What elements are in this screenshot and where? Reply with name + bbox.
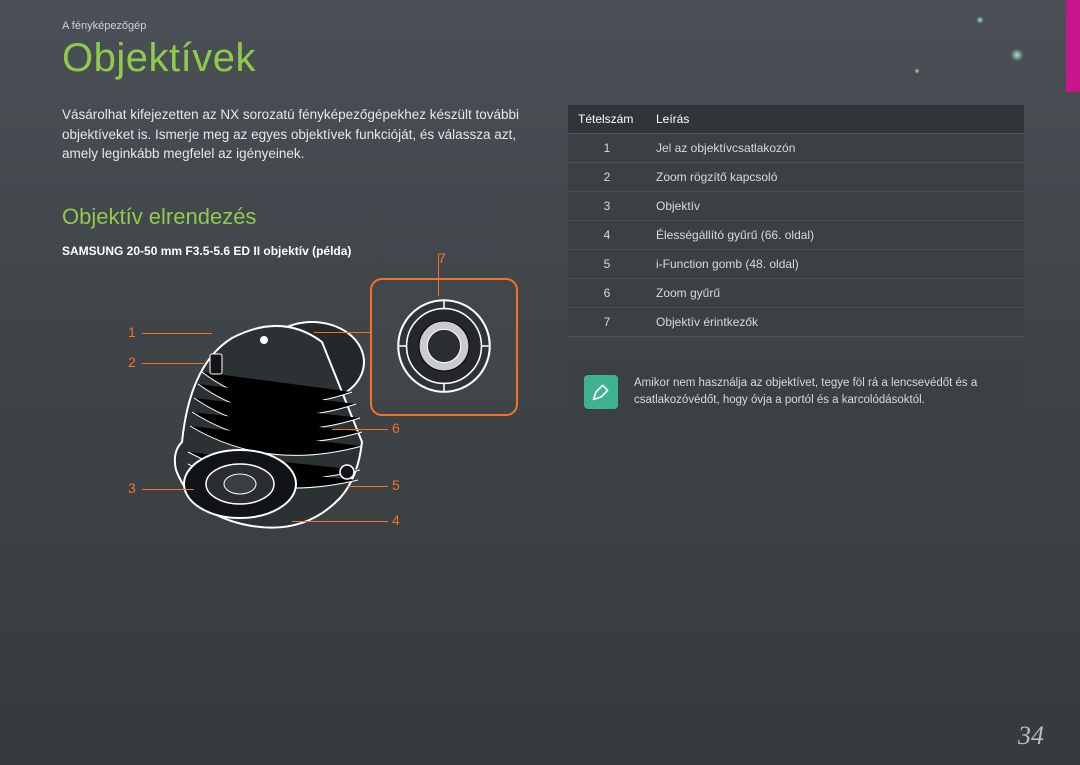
decorative-sparkle [1010,48,1024,62]
table-row: 6Zoom gyűrű [568,279,1024,308]
section-heading: Objektív elrendezés [62,204,532,230]
callout-2: 2 [128,354,136,370]
example-caption: SAMSUNG 20-50 mm F3.5-5.6 ED II objektív… [62,244,532,258]
decorative-sparkle [914,68,920,74]
callout-6: 6 [392,420,400,436]
parts-table: Tételszám Leírás 1Jel az objektívcsatlak… [568,105,1024,337]
table-row: 3Objektív [568,192,1024,221]
table-row: 1Jel az objektívcsatlakozón [568,134,1024,163]
note-text: Amikor nem használja az objektívet, tegy… [634,375,1008,410]
lens-body-icon [162,302,372,532]
table-header-number: Tételszám [568,105,646,134]
table-row: 2Zoom rögzítő kapcsoló [568,163,1024,192]
lens-rear-icon [392,294,496,398]
right-column: Tételszám Leírás 1Jel az objektívcsatlak… [568,105,1024,572]
tip-note: Amikor nem használja az objektívet, tegy… [568,361,1024,424]
page-number: 34 [1018,721,1044,751]
callout-7: 7 [438,250,446,266]
table-row: 5i-Function gomb (48. oldal) [568,250,1024,279]
breadcrumb: A fényképezőgép [62,20,1080,32]
table-row: 4Élességállító gyűrű (66. oldal) [568,221,1024,250]
callout-bracket [370,278,518,416]
callout-3: 3 [128,480,136,496]
table-header-desc: Leírás [646,105,1024,134]
chapter-tab [1066,0,1080,92]
callout-5: 5 [392,477,400,493]
lens-diagram: 7 1 2 3 6 5 4 [62,272,532,572]
pen-icon [584,375,618,409]
intro-text: Vásárolhat kifejezetten az NX sorozatú f… [62,105,532,164]
table-row: 7Objektív érintkezők [568,308,1024,337]
decorative-sparkle [976,16,984,24]
page-title: Objektívek [62,36,1080,81]
callout-1: 1 [128,324,136,340]
left-column: Vásárolhat kifejezetten az NX sorozatú f… [62,105,532,572]
callout-4: 4 [392,512,400,528]
